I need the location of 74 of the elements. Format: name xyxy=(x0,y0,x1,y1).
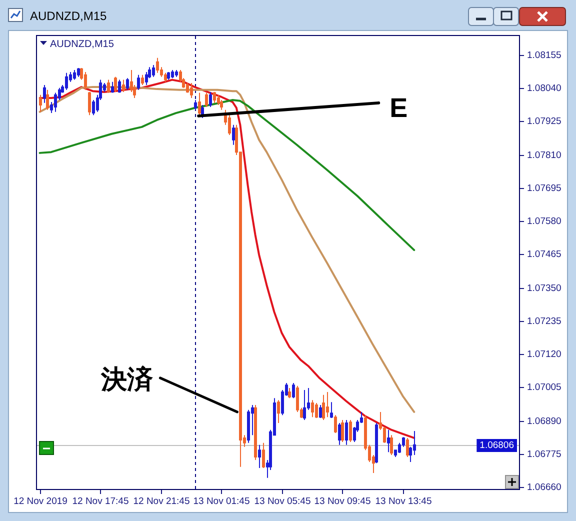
x-tick-label: 12 Nov 21:45 xyxy=(133,496,190,507)
candlestick xyxy=(141,74,144,86)
candlestick xyxy=(54,92,57,112)
candlestick xyxy=(152,64,155,78)
candlestick xyxy=(198,92,201,116)
candlestick xyxy=(194,100,197,110)
line-series xyxy=(38,99,416,252)
candlestick xyxy=(406,437,409,458)
candlestick xyxy=(209,91,212,108)
y-tick-label: 1.07120 xyxy=(527,349,562,360)
y-tick-label: 1.07810 xyxy=(527,150,562,161)
candlestick xyxy=(262,442,265,469)
y-tick-label: 1.08040 xyxy=(527,83,562,94)
x-tick-label: 12 Nov 2019 xyxy=(14,496,68,507)
candlestick xyxy=(322,394,325,421)
candlestick xyxy=(330,402,333,419)
x-tick-label: 13 Nov 13:45 xyxy=(375,496,432,507)
candlestick xyxy=(205,92,208,108)
annotation: 決済 xyxy=(100,364,154,394)
candlestick xyxy=(334,414,337,434)
candlestick xyxy=(65,72,68,90)
candlestick xyxy=(107,79,110,94)
candlestick xyxy=(390,434,393,456)
candlestick xyxy=(338,422,341,446)
candlestick xyxy=(213,91,216,104)
candlestick xyxy=(190,82,193,99)
candlestick xyxy=(326,392,329,418)
candlestick xyxy=(387,429,390,453)
candlestick xyxy=(43,84,46,104)
ref-line-label: 1.06806 xyxy=(480,440,514,451)
y-tick-label: 1.07695 xyxy=(527,183,562,194)
candlestick xyxy=(277,400,280,424)
candlestick xyxy=(232,124,235,146)
candlestick xyxy=(258,444,261,469)
candlestick xyxy=(137,74,140,90)
candlestick xyxy=(319,404,322,419)
candlestick xyxy=(345,420,348,446)
candlestick xyxy=(122,79,125,92)
y-tick-label: 1.06890 xyxy=(527,416,562,427)
candlestick xyxy=(118,79,121,94)
y-tick-label: 1.07465 xyxy=(527,249,562,260)
candlestick xyxy=(167,72,170,80)
y-tick-label: 1.07580 xyxy=(527,216,562,227)
x-tick-label: 12 Nov 17:45 xyxy=(72,496,129,507)
candlestick xyxy=(349,420,352,443)
candlestick xyxy=(84,72,87,90)
candlestick xyxy=(303,389,306,421)
y-tick-label: 1.08155 xyxy=(527,50,562,61)
candlestick xyxy=(111,81,114,94)
x-tick-label: 13 Nov 09:45 xyxy=(314,496,371,507)
candlestick xyxy=(175,69,178,78)
candlestick xyxy=(77,67,80,78)
candlestick xyxy=(311,400,314,418)
y-tick-label: 1.07005 xyxy=(527,382,562,393)
candlestick xyxy=(156,57,159,74)
candlestick xyxy=(46,89,49,110)
candlestick xyxy=(288,387,291,399)
y-tick-label: 1.07925 xyxy=(527,116,562,127)
chart-title: AUDNZD,M15 xyxy=(30,9,107,23)
candlestick xyxy=(292,382,295,399)
annotation: E xyxy=(390,92,408,123)
candlestick xyxy=(114,76,117,92)
y-tick-label: 1.06775 xyxy=(527,449,562,460)
candlestick xyxy=(171,69,174,79)
y-tick-label: 1.06660 xyxy=(527,482,562,493)
x-tick-label: 13 Nov 05:45 xyxy=(254,496,311,507)
chart-subtitle: AUDNZD,M15 xyxy=(50,39,114,50)
x-tick-label: 13 Nov 01:45 xyxy=(193,496,250,507)
y-tick-label: 1.07350 xyxy=(527,283,562,294)
candlestick xyxy=(341,420,344,443)
y-tick-label: 1.07235 xyxy=(527,316,562,327)
candlestick xyxy=(126,78,129,90)
candlestick xyxy=(39,94,42,112)
candlestick xyxy=(73,69,76,80)
